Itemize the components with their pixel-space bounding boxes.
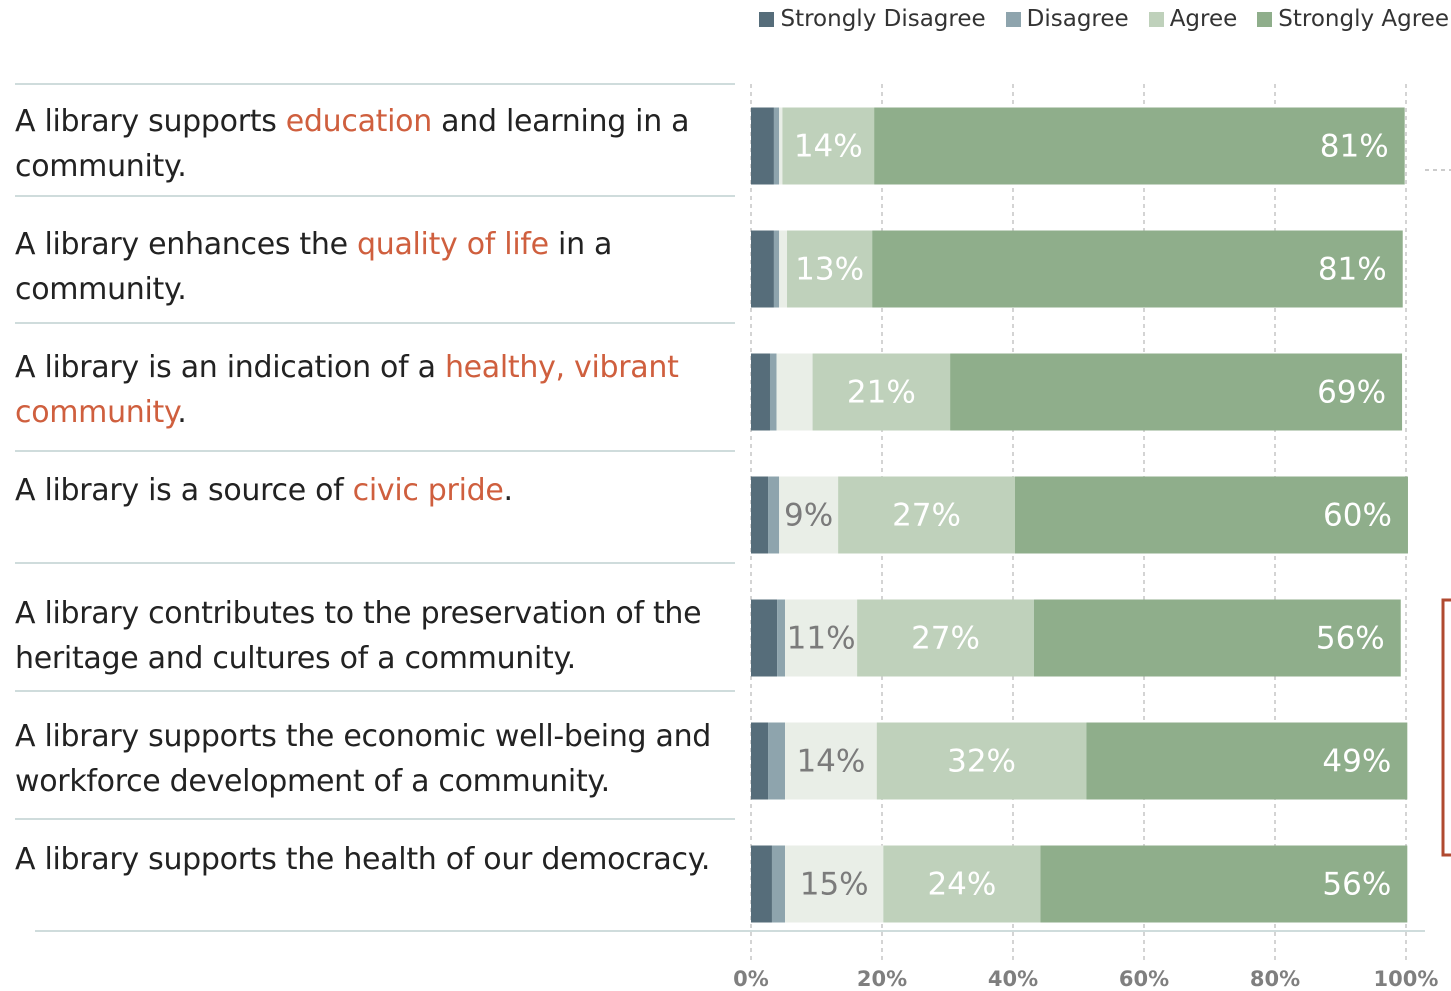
- bar-segment: [773, 230, 780, 308]
- value-label: 27%: [911, 621, 980, 657]
- highlight-text: education: [285, 104, 432, 139]
- category-label: A library enhances the quality of life i…: [15, 227, 613, 307]
- x-tick-label: 0%: [733, 967, 769, 991]
- legend-swatch: [1005, 11, 1021, 27]
- bar-segment: [768, 722, 786, 800]
- value-label: 56%: [1322, 867, 1391, 903]
- legend-label: Strongly Agree: [1278, 6, 1449, 32]
- bar-segment: [776, 353, 813, 431]
- value-label: 11%: [787, 621, 856, 657]
- category-label: A library contributes to the preservatio…: [15, 596, 702, 676]
- value-label: 14%: [794, 129, 863, 165]
- bar-segment: [812, 353, 951, 431]
- highlight-text: healthy, vibrant community: [15, 350, 679, 430]
- bar-segment: [751, 230, 774, 308]
- legend-item: Strongly Disagree: [759, 6, 986, 32]
- value-label: 14%: [796, 744, 865, 780]
- bar-segment: [782, 107, 875, 185]
- bar-segment: [874, 107, 1405, 185]
- legend: Strongly Disagree Disagree Agree Strongly A…: [759, 6, 1449, 32]
- bar-segment: [785, 845, 884, 923]
- bar-segment: [773, 107, 780, 185]
- value-label: 60%: [1323, 498, 1392, 534]
- bar-segment: [883, 845, 1041, 923]
- legend-label: Disagree: [1026, 6, 1129, 32]
- category-label: A library is a source of civic pride.: [15, 473, 513, 508]
- bar-segment: [751, 107, 774, 185]
- value-label: 32%: [947, 744, 1016, 780]
- bar-segment: [787, 230, 873, 308]
- value-label: 21%: [847, 375, 916, 411]
- bar-segment: [785, 722, 877, 800]
- bar-segment: [751, 599, 778, 677]
- legend-label: Strongly Disagree: [780, 6, 986, 32]
- bar-segment: [872, 230, 1403, 308]
- bar-segment: [1040, 845, 1408, 923]
- bar-segment: [876, 722, 1087, 800]
- value-label: 81%: [1320, 129, 1389, 165]
- highlight-text: civic pride: [352, 473, 504, 508]
- bar-segment: [779, 476, 839, 554]
- bar-segment: [769, 353, 777, 431]
- value-label: 69%: [1317, 375, 1386, 411]
- legend-swatch: [1148, 11, 1164, 27]
- category-label: A library supports the economic well-bei…: [15, 719, 712, 799]
- value-label: 15%: [800, 867, 869, 903]
- highlight-text: quality of life: [356, 227, 549, 262]
- x-tick-label: 60%: [1119, 967, 1169, 991]
- category-label: A library supports the health of our dem…: [15, 842, 711, 877]
- category-label: A library supports education and learnin…: [15, 104, 690, 184]
- bar-segment: [1033, 599, 1401, 677]
- value-label: 9%: [784, 498, 833, 534]
- bar-segment: [857, 599, 1034, 677]
- bar-segment: [785, 599, 858, 677]
- bar-segment: [768, 476, 780, 554]
- category-label: A library is an indication of a healthy,…: [15, 350, 679, 430]
- legend-swatch: [759, 11, 775, 27]
- legend-item: Strongly Agree: [1257, 6, 1449, 32]
- bar-segment: [950, 353, 1403, 431]
- bar-segment: [1086, 722, 1408, 800]
- bar-segment: [779, 230, 788, 308]
- value-label: 27%: [892, 498, 961, 534]
- bar-segment: [751, 845, 772, 923]
- legend-item: Disagree: [1005, 6, 1129, 32]
- bar-segment: [751, 722, 769, 800]
- bar-segment: [777, 599, 786, 677]
- x-tick-label: 80%: [1250, 967, 1300, 991]
- decor-box: [1441, 598, 1451, 857]
- x-tick-label: 100%: [1374, 967, 1439, 991]
- bar-segment: [779, 107, 783, 185]
- bar-segment: [751, 353, 770, 431]
- legend-label: Agree: [1169, 6, 1238, 32]
- bar-segment: [751, 476, 769, 554]
- legend-swatch: [1257, 11, 1273, 27]
- bar-segment: [1014, 476, 1408, 554]
- x-tick-label: 20%: [857, 967, 907, 991]
- bar-segment: [771, 845, 786, 923]
- value-label: 13%: [795, 252, 864, 288]
- value-label: 56%: [1316, 621, 1385, 657]
- bar-segment: [838, 476, 1015, 554]
- legend-item: Agree: [1148, 6, 1238, 32]
- x-tick-label: 40%: [988, 967, 1038, 991]
- value-label: 24%: [927, 867, 996, 903]
- value-label: 81%: [1318, 252, 1387, 288]
- value-label: 49%: [1322, 744, 1391, 780]
